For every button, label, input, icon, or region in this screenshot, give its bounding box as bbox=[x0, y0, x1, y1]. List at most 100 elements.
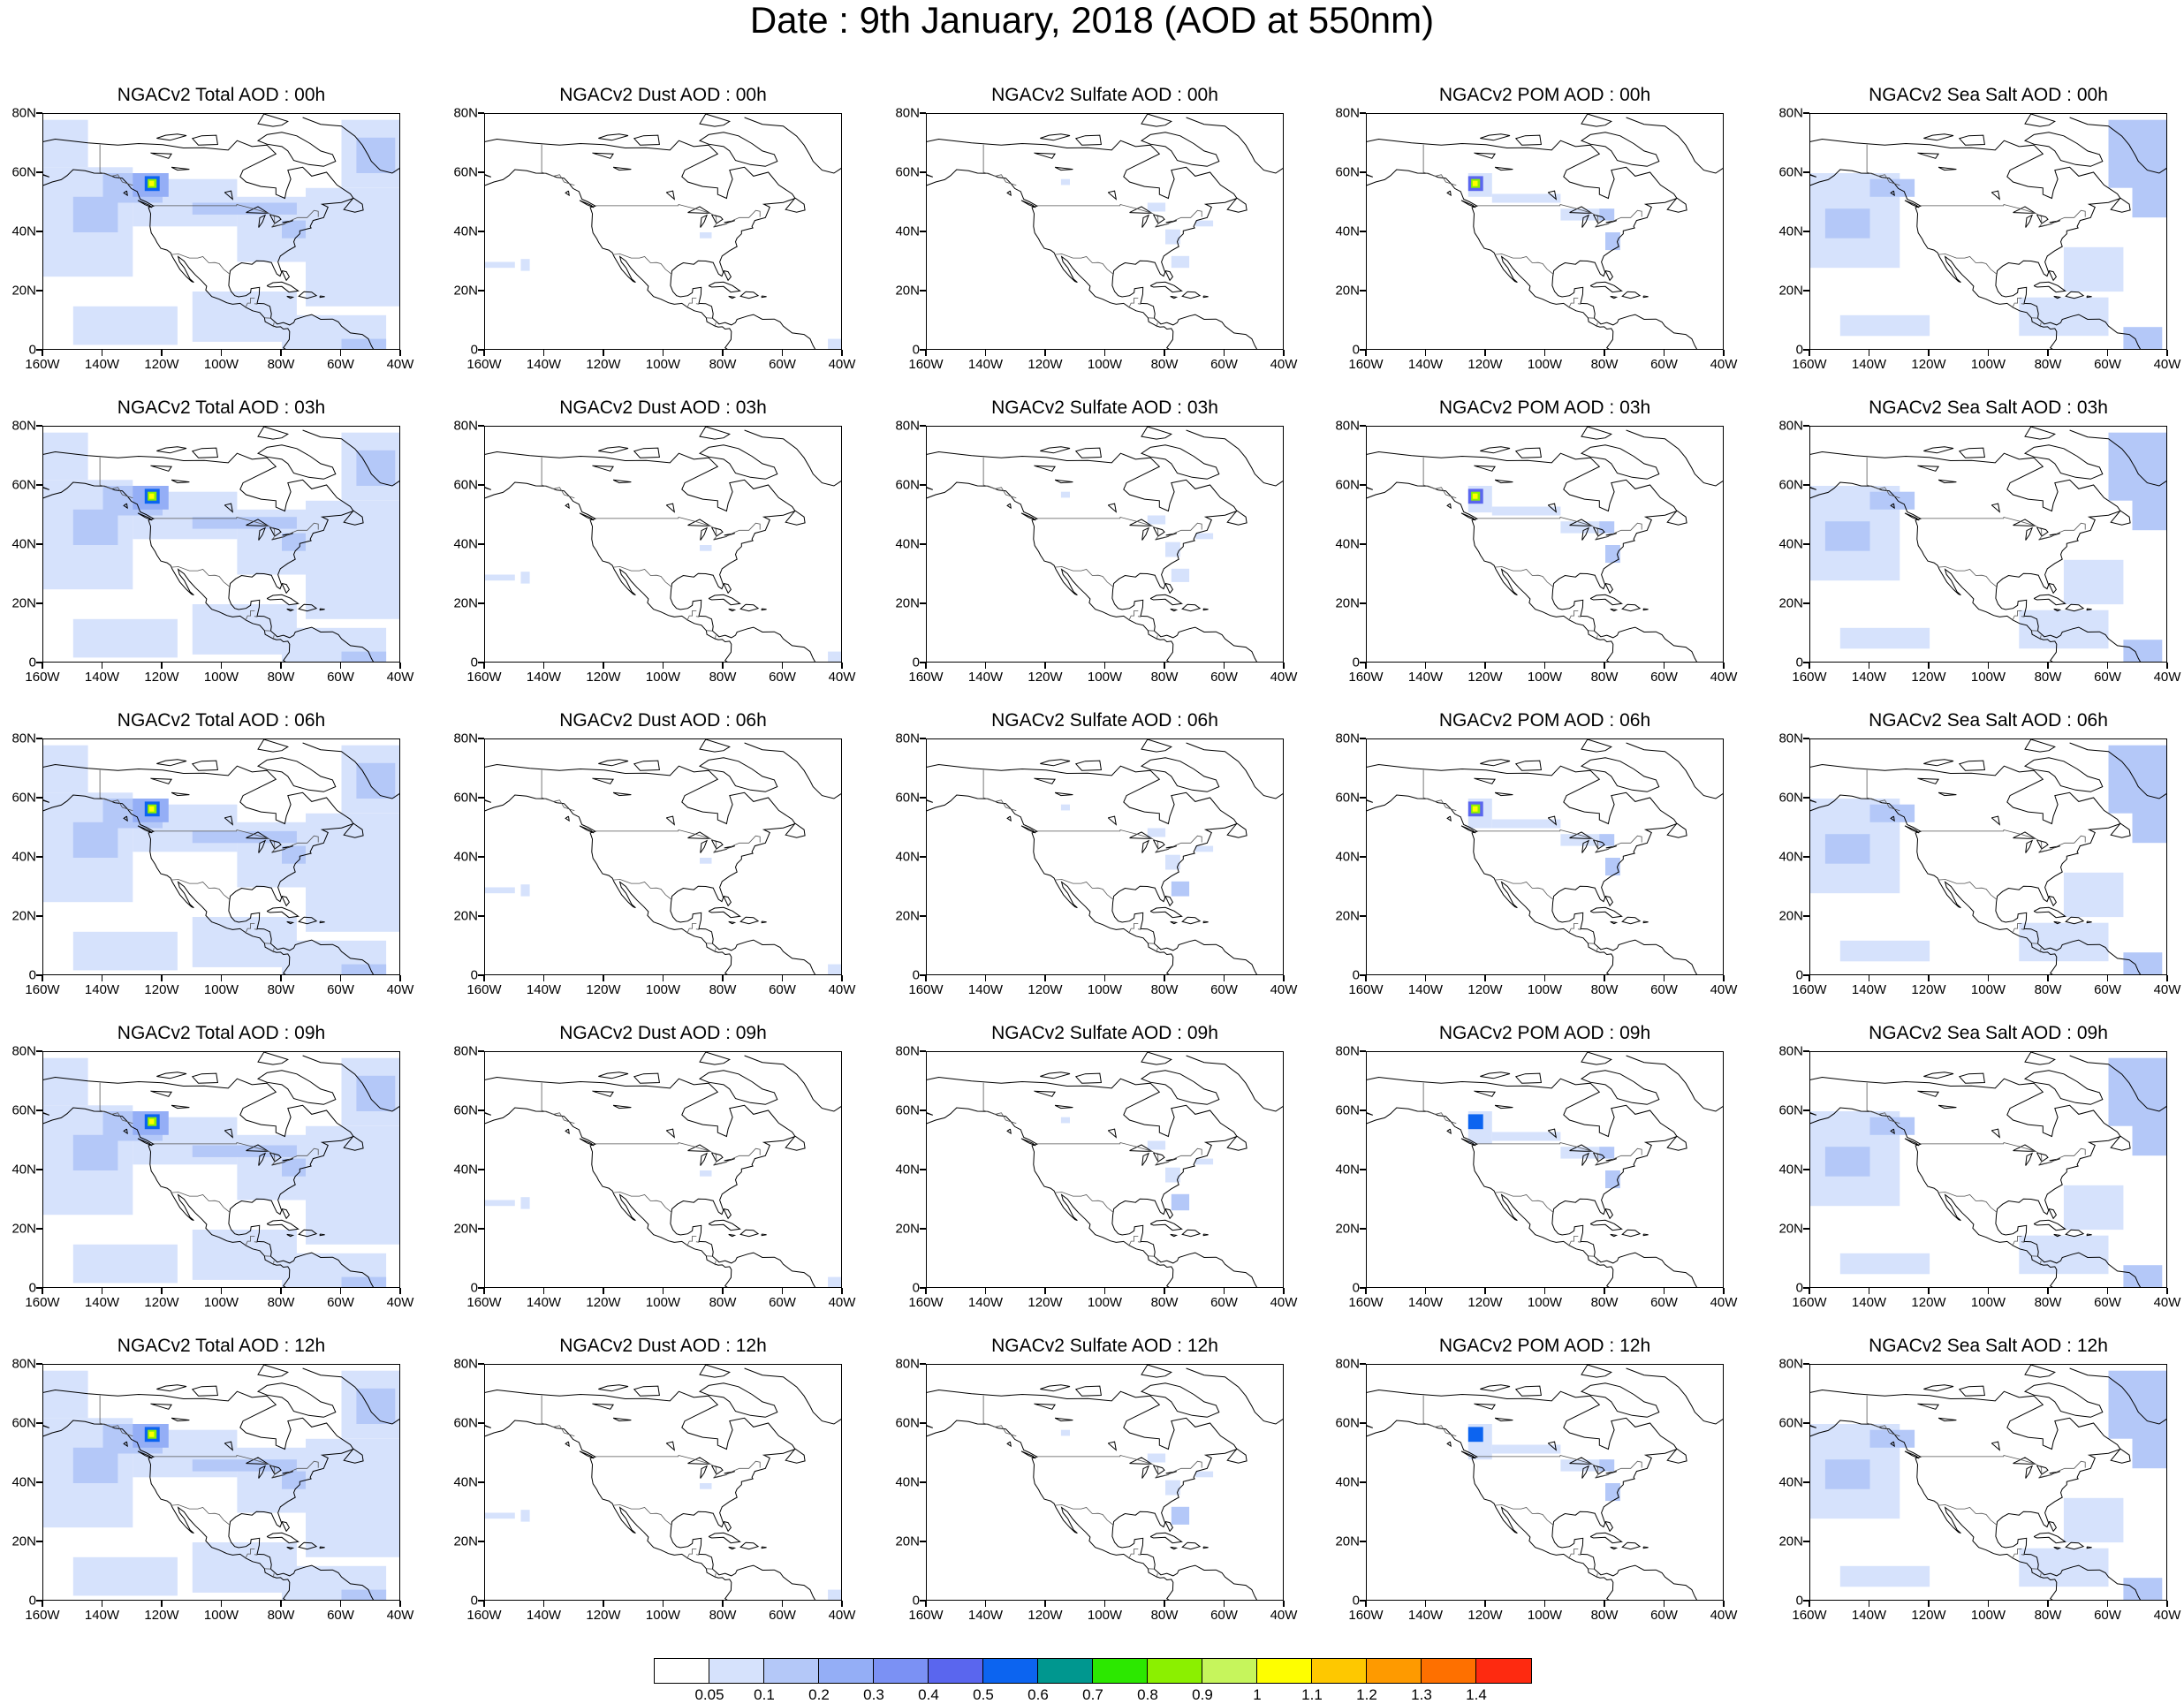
y-tick-mark bbox=[36, 484, 42, 486]
coastlines bbox=[485, 427, 842, 663]
aod-cell bbox=[1825, 834, 1870, 864]
x-tick-mark bbox=[1664, 1601, 1665, 1607]
coastline bbox=[258, 1365, 288, 1377]
panel-title: NGACv2 Total AOD : 06h bbox=[25, 710, 418, 731]
x-tick-label: 100W bbox=[1528, 357, 1562, 372]
coastline bbox=[1171, 609, 1177, 610]
y-tick-mark bbox=[36, 1109, 42, 1111]
coastlines bbox=[485, 114, 842, 350]
y-tick-mark bbox=[36, 602, 42, 604]
coastline bbox=[1055, 167, 1073, 170]
coastline bbox=[701, 1154, 707, 1166]
aod-cell bbox=[1148, 1141, 1165, 1150]
x-tick-label: 40W bbox=[1710, 1608, 1738, 1623]
coastline bbox=[1035, 778, 1056, 784]
y-tick-label: 0 bbox=[913, 1281, 920, 1296]
x-tick-mark bbox=[1044, 663, 1046, 669]
coastline bbox=[1516, 135, 1542, 145]
y-tick-mark bbox=[1803, 171, 1809, 173]
border-line bbox=[1055, 1505, 1113, 1526]
aod-cell bbox=[342, 1277, 387, 1288]
coastline bbox=[1516, 1386, 1542, 1396]
x-tick-label: 140W bbox=[1408, 1608, 1443, 1623]
x-tick-label: 140W bbox=[1408, 982, 1443, 997]
y-tick-mark bbox=[1360, 1228, 1366, 1230]
aod-cell bbox=[1195, 221, 1213, 227]
x-tick-label: 60W bbox=[2094, 1608, 2121, 1623]
x-tick-mark bbox=[102, 1601, 103, 1607]
coastline bbox=[724, 1209, 731, 1219]
y-tick-label: 20N bbox=[11, 284, 36, 299]
aod-cell bbox=[700, 1170, 712, 1177]
y-tick-label: 80N bbox=[1335, 106, 1360, 121]
y-tick-label: 80N bbox=[1778, 419, 1803, 434]
coastline bbox=[156, 1072, 186, 1079]
y-tick-mark bbox=[1803, 484, 1809, 486]
colorbar-label: 0.8 bbox=[1137, 1686, 1158, 1704]
coastline bbox=[2087, 921, 2091, 923]
colorbar-swatch bbox=[1148, 1659, 1202, 1683]
y-tick-mark bbox=[478, 543, 484, 545]
x-tick-label: 40W bbox=[2154, 1295, 2181, 1310]
x-tick-mark bbox=[543, 1288, 545, 1294]
aod-cell bbox=[1148, 829, 1165, 837]
coastline bbox=[701, 216, 707, 228]
coastline bbox=[151, 153, 172, 158]
coastline bbox=[1581, 758, 1659, 792]
y-tick-mark bbox=[920, 1481, 926, 1483]
coastline bbox=[785, 198, 805, 212]
x-tick-mark bbox=[280, 1288, 282, 1294]
coastline bbox=[1367, 1420, 1373, 1428]
coastline bbox=[729, 1234, 735, 1236]
y-tick-mark bbox=[36, 856, 42, 858]
x-tick-mark bbox=[483, 1601, 485, 1607]
y-tick-mark bbox=[920, 602, 926, 604]
coastlines bbox=[485, 1052, 842, 1288]
aod-cell bbox=[306, 188, 400, 307]
x-tick-label: 140W bbox=[527, 982, 561, 997]
y-tick-mark bbox=[478, 1422, 484, 1424]
x-tick-mark bbox=[925, 350, 927, 356]
x-tick-mark bbox=[399, 1288, 401, 1294]
y-tick-mark bbox=[920, 290, 926, 292]
x-tick-label: 40W bbox=[829, 1295, 856, 1310]
aod-field-map bbox=[1810, 427, 2167, 663]
x-tick-label: 80W bbox=[2035, 670, 2062, 685]
x-tick-label: 100W bbox=[1971, 670, 2006, 685]
border-line bbox=[171, 1505, 230, 1526]
x-tick-label: 60W bbox=[769, 1295, 796, 1310]
x-tick-mark bbox=[1224, 1288, 1225, 1294]
y-tick-label: 60N bbox=[1778, 791, 1803, 806]
coastline bbox=[485, 765, 816, 976]
y-tick-label: 60N bbox=[453, 478, 478, 493]
border-line bbox=[1921, 1456, 2085, 1478]
coastline bbox=[485, 1107, 491, 1115]
aod-cell bbox=[193, 917, 297, 967]
x-tick-label: 140W bbox=[1852, 1608, 1886, 1623]
y-tick-label: 0 bbox=[913, 968, 920, 983]
colorbar-label: 0.05 bbox=[694, 1686, 724, 1704]
map-frame bbox=[484, 1364, 842, 1601]
x-tick-label: 120W bbox=[144, 1608, 178, 1623]
coastline bbox=[1581, 1365, 1611, 1377]
aod-field-map bbox=[485, 427, 842, 663]
coastline bbox=[1055, 1105, 1073, 1108]
x-tick-mark bbox=[1044, 350, 1046, 356]
coastline bbox=[171, 792, 189, 795]
y-tick-label: 40N bbox=[11, 1163, 36, 1178]
x-tick-mark bbox=[2166, 975, 2168, 981]
coastline bbox=[740, 1542, 758, 1549]
x-tick-label: 80W bbox=[268, 1608, 295, 1623]
coastline bbox=[1035, 1091, 1056, 1096]
map-frame bbox=[1366, 1051, 1724, 1288]
x-tick-mark bbox=[2047, 1288, 2049, 1294]
aod-cell bbox=[193, 1146, 297, 1157]
x-tick-mark bbox=[483, 1288, 485, 1294]
coastline bbox=[1590, 282, 1622, 292]
coastline bbox=[1154, 1465, 1165, 1474]
coastline bbox=[927, 1108, 1173, 1288]
coastline bbox=[1447, 816, 1451, 821]
aod-cell bbox=[2109, 120, 2168, 188]
y-tick-label: 40N bbox=[453, 1163, 478, 1178]
x-tick-mark bbox=[1988, 1601, 1990, 1607]
